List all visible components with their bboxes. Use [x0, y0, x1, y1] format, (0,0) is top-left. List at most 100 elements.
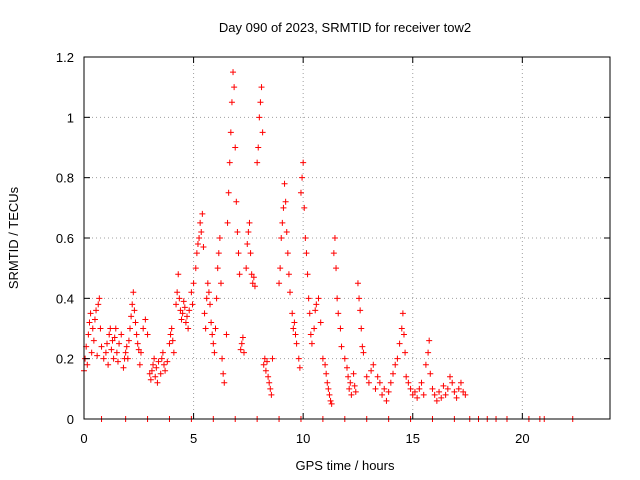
data-point — [246, 219, 253, 226]
data-point — [346, 385, 353, 392]
data-point — [449, 379, 456, 386]
data-point — [444, 385, 451, 392]
data-point — [301, 204, 308, 211]
data-point — [167, 331, 174, 338]
data-point — [185, 325, 192, 332]
data-point — [277, 265, 284, 272]
data-point — [323, 370, 330, 377]
data-point — [418, 379, 425, 386]
data-point — [411, 388, 418, 395]
data-point — [106, 331, 113, 338]
data-point — [261, 355, 268, 362]
data-point — [297, 189, 304, 196]
y-tick-label: 1 — [67, 110, 74, 125]
data-point — [136, 361, 143, 368]
data-point — [359, 343, 366, 350]
data-point — [315, 295, 322, 302]
data-point — [110, 355, 117, 362]
data-point — [259, 129, 266, 136]
data-point — [194, 241, 201, 248]
data-point — [152, 373, 159, 380]
data-point — [325, 385, 332, 392]
data-point — [209, 331, 216, 338]
x-tick-label: 0 — [80, 431, 87, 446]
data-point — [137, 349, 144, 356]
data-point — [442, 391, 449, 398]
data-point — [193, 250, 200, 257]
data-point — [128, 313, 135, 320]
data-point — [341, 355, 348, 362]
data-point — [239, 334, 246, 341]
data-point — [279, 219, 286, 226]
data-point — [409, 391, 416, 398]
y-tick-label: 1.2 — [56, 50, 74, 65]
data-point — [108, 346, 115, 353]
data-point — [118, 331, 125, 338]
data-point — [131, 307, 138, 314]
x-tick-label: 10 — [296, 431, 310, 446]
data-point — [431, 391, 438, 398]
data-point — [352, 388, 359, 395]
data-point — [281, 180, 288, 187]
data-point — [184, 313, 191, 320]
data-point — [387, 379, 394, 386]
data-point — [157, 370, 164, 377]
data-point — [219, 355, 226, 362]
data-point — [453, 394, 460, 401]
data-point — [311, 325, 318, 332]
data-point — [211, 349, 218, 356]
data-point — [217, 280, 224, 287]
x-tick-label: 20 — [515, 431, 529, 446]
data-point — [338, 343, 345, 350]
data-point — [233, 198, 240, 205]
data-point — [197, 219, 204, 226]
data-point — [455, 385, 462, 392]
data-point — [148, 367, 155, 374]
data-point — [303, 250, 310, 257]
data-point — [290, 325, 297, 332]
data-point — [100, 355, 107, 362]
data-point — [324, 379, 331, 386]
data-point — [308, 340, 315, 347]
data-point — [188, 289, 195, 296]
axis-ticks: 0 0.2 0.4 0.6 0.8 1 1.2 0 5 10 15 20 — [56, 50, 610, 446]
data-point — [164, 358, 171, 365]
y-tick-label: 0.6 — [56, 231, 74, 246]
data-point — [107, 325, 114, 332]
data-point — [114, 358, 121, 365]
data-point — [416, 385, 423, 392]
data-point — [299, 174, 306, 181]
data-point — [198, 228, 205, 235]
data-point — [394, 355, 401, 362]
data-point — [151, 355, 158, 362]
data-point — [426, 337, 433, 344]
data-point — [267, 385, 274, 392]
data-point — [202, 325, 209, 332]
data-point — [113, 349, 120, 356]
data-point — [220, 370, 227, 377]
data-point — [440, 382, 447, 389]
data-point — [87, 310, 94, 317]
data-point — [255, 144, 262, 151]
data-point — [400, 331, 407, 338]
data-point — [93, 307, 100, 314]
data-point — [438, 394, 445, 401]
y-tick-label: 0.8 — [56, 171, 74, 186]
data-point — [363, 373, 370, 380]
data-point — [132, 319, 139, 326]
data-point — [295, 355, 302, 362]
data-point — [111, 334, 118, 341]
data-point — [265, 373, 272, 380]
data-point — [269, 355, 276, 362]
data-point — [372, 385, 379, 392]
data-point — [447, 373, 454, 380]
data-point — [142, 316, 149, 323]
data-point — [155, 358, 162, 365]
x-tick-label: 15 — [406, 431, 420, 446]
data-point — [180, 298, 187, 305]
data-point — [226, 159, 233, 166]
data-point — [140, 325, 147, 332]
data-point — [98, 343, 105, 350]
data-point — [85, 331, 92, 338]
data-point — [330, 250, 337, 257]
